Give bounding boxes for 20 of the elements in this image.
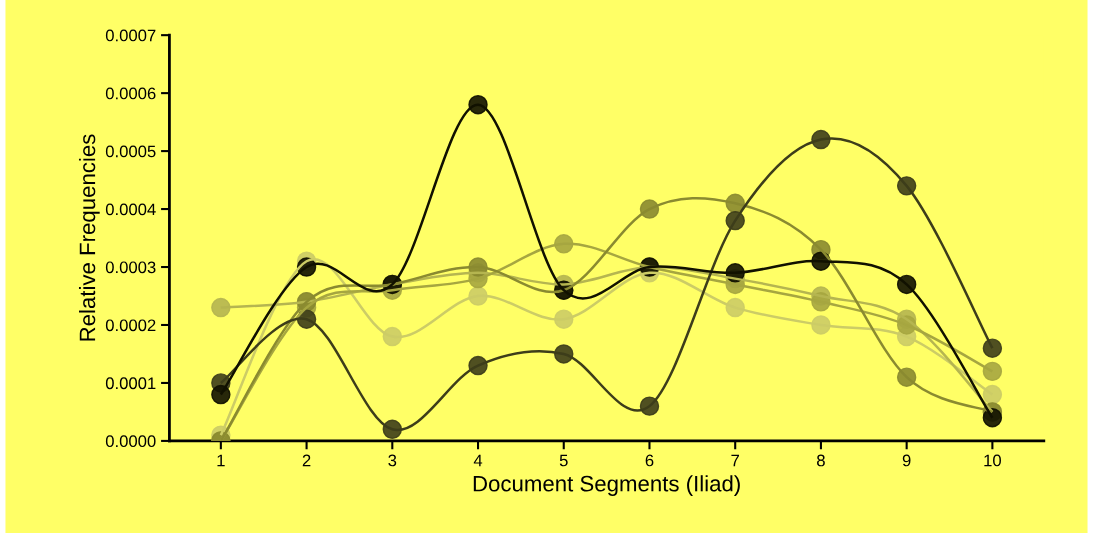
y-axis-title: Relative Frequencies bbox=[78, 134, 100, 341]
y-tick-label: 0.0003 bbox=[105, 261, 156, 274]
x-tick-label: 9 bbox=[902, 454, 911, 467]
x-tick-label: 8 bbox=[817, 454, 825, 467]
x-tick-label: 2 bbox=[302, 454, 311, 467]
x-tick-label: 6 bbox=[645, 454, 654, 467]
y-tick-label: 0.0006 bbox=[105, 87, 156, 100]
y-tick-label: 0.0004 bbox=[105, 203, 156, 216]
y-tick-label: 0.0000 bbox=[105, 435, 156, 448]
x-tick-label: 5 bbox=[559, 454, 568, 467]
x-tick-label: 3 bbox=[388, 454, 397, 467]
x-axis-title: Document Segments (Iliad) bbox=[473, 475, 740, 496]
y-tick-label: 0.0001 bbox=[105, 377, 156, 390]
x-tick-label: 10 bbox=[984, 454, 1001, 467]
x-tick-label: 4 bbox=[473, 454, 483, 467]
y-tick-label: 0.0005 bbox=[105, 145, 156, 158]
y-tick-label: 0.0007 bbox=[105, 29, 156, 42]
x-tick-label: 7 bbox=[731, 454, 739, 467]
y-tick-label: 0.0002 bbox=[105, 319, 156, 332]
x-tick-label: 1 bbox=[217, 454, 225, 467]
